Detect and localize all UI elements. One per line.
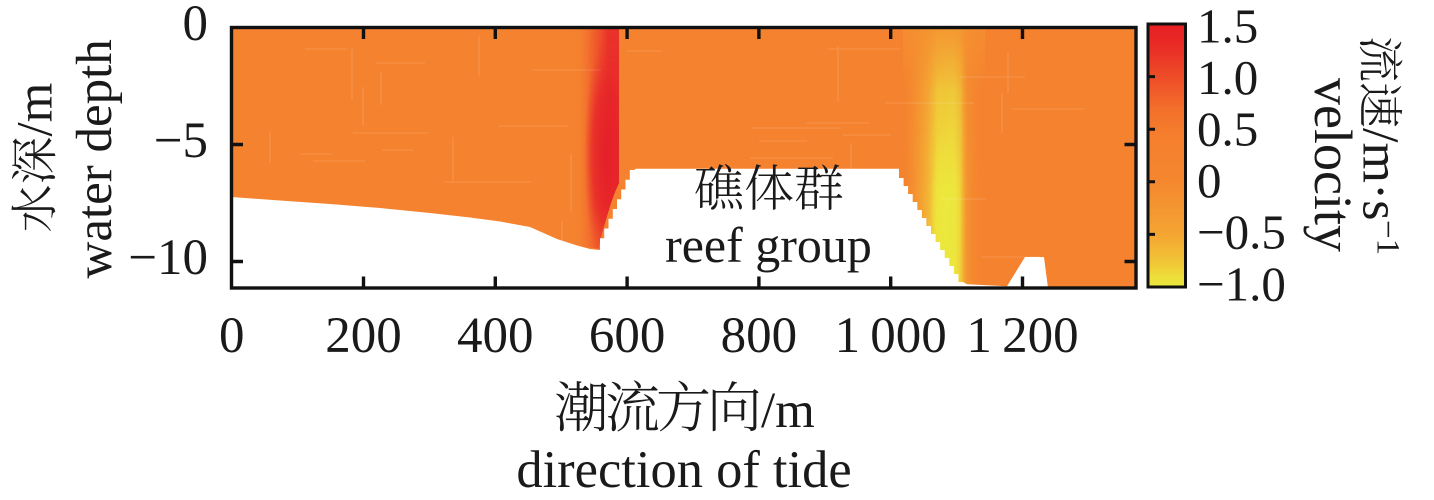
- svg-text:−10: −10: [128, 230, 208, 286]
- svg-text:/m: /m: [8, 83, 64, 137]
- svg-text:600: 600: [589, 308, 666, 364]
- svg-text:1 000: 1 000: [835, 308, 947, 364]
- svg-text:/m·s: /m·s: [1352, 128, 1409, 220]
- svg-text:water depth: water depth: [67, 39, 123, 278]
- svg-text:200: 200: [325, 308, 402, 364]
- svg-text:−1: −1: [1370, 220, 1406, 255]
- svg-text:0: 0: [183, 0, 209, 52]
- svg-text:−1.0: −1.0: [1197, 256, 1286, 311]
- svg-text:/m: /m: [761, 383, 815, 439]
- svg-text:1.0: 1.0: [1197, 50, 1258, 105]
- svg-text:0: 0: [219, 308, 245, 364]
- svg-text:1 200: 1 200: [966, 308, 1078, 364]
- svg-text:0.5: 0.5: [1197, 102, 1258, 157]
- svg-text:−5: −5: [154, 113, 208, 169]
- svg-text:0: 0: [1197, 153, 1222, 208]
- svg-text:−0.5: −0.5: [1197, 205, 1286, 260]
- svg-text:1.5: 1.5: [1197, 0, 1258, 53]
- svg-text:400: 400: [457, 308, 534, 364]
- svg-text:reef group: reef group: [665, 217, 872, 273]
- svg-text:direction of tide: direction of tide: [516, 441, 851, 499]
- svg-text:800: 800: [721, 308, 798, 364]
- svg-text:velocity: velocity: [1303, 78, 1363, 252]
